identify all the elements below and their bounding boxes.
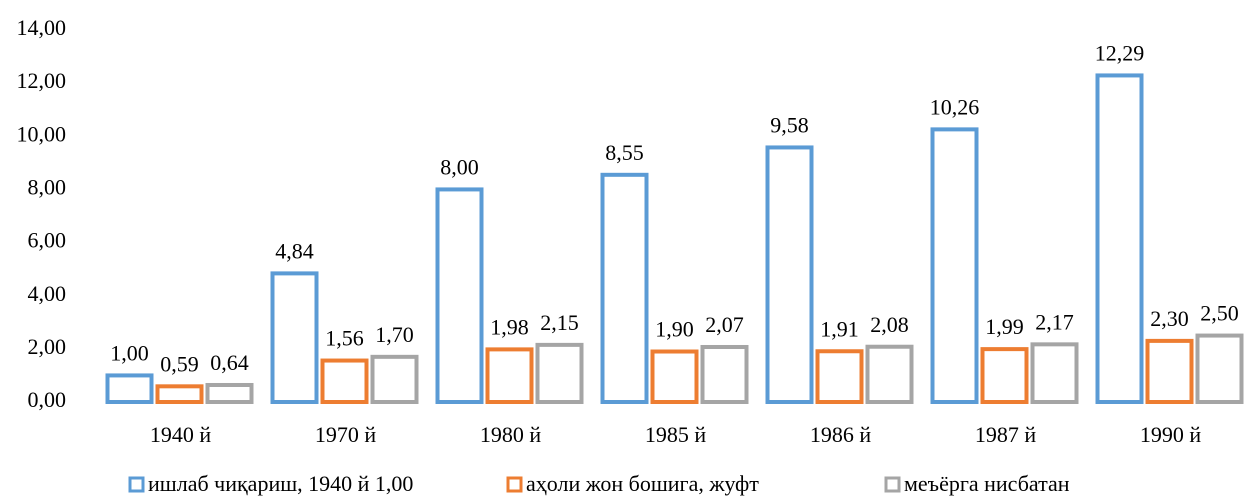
bar [155, 384, 204, 404]
bar [1145, 338, 1194, 404]
bar [435, 187, 484, 404]
data-label: 2,30 [1150, 306, 1189, 331]
legend-label: ишлаб чиқариш, 1940 й 1,00 [148, 471, 413, 496]
bar [930, 127, 979, 404]
y-tick-label: 14,00 [17, 15, 67, 40]
bar [865, 344, 914, 404]
y-tick-label: 12,00 [17, 68, 67, 93]
x-tick-label: 1940 й [150, 422, 212, 447]
x-tick-label: 1990 й [1140, 422, 1202, 447]
data-label: 1,99 [985, 314, 1024, 339]
bar [320, 358, 369, 405]
data-label: 2,15 [540, 310, 579, 335]
x-tick-label: 1987 й [975, 422, 1037, 447]
legend-swatch [506, 476, 523, 493]
data-label: 0,59 [160, 351, 199, 376]
data-label: 1,98 [490, 314, 529, 339]
bar [535, 342, 584, 404]
y-tick-label: 0,00 [28, 387, 67, 412]
bar [650, 349, 699, 404]
bar [980, 347, 1029, 405]
bar [765, 145, 814, 404]
bar [1030, 342, 1079, 404]
y-tick-label: 10,00 [17, 121, 67, 146]
x-tick-label: 1985 й [645, 422, 707, 447]
data-label: 9,58 [770, 112, 809, 137]
data-label: 4,84 [275, 238, 314, 263]
data-label: 0,64 [210, 350, 249, 375]
bar [600, 172, 649, 404]
data-label: 1,00 [110, 340, 149, 365]
data-label: 2,07 [705, 312, 744, 337]
data-label: 1,56 [325, 326, 364, 351]
data-label: 1,91 [820, 316, 859, 341]
bar [815, 349, 864, 404]
y-tick-label: 6,00 [28, 228, 67, 253]
bar [270, 271, 319, 404]
data-label: 10,26 [930, 94, 980, 119]
data-label: 1,90 [655, 317, 694, 342]
y-tick-label: 4,00 [28, 281, 67, 306]
bar [370, 354, 419, 405]
data-label: 2,50 [1200, 301, 1239, 326]
legend-label: меъёрга нисбатан [904, 471, 1070, 496]
bar [205, 382, 254, 405]
x-tick-label: 1970 й [315, 422, 377, 447]
legend-swatch [128, 476, 145, 493]
bar [700, 344, 749, 404]
data-label: 2,08 [870, 312, 909, 337]
y-tick-label: 2,00 [28, 334, 67, 359]
data-label: 12,29 [1095, 40, 1145, 65]
y-tick-label: 8,00 [28, 174, 67, 199]
data-label: 8,55 [605, 140, 644, 165]
bar [1095, 73, 1144, 405]
data-label: 8,00 [440, 154, 479, 179]
x-tick-label: 1980 й [480, 422, 542, 447]
x-tick-label: 1986 й [810, 422, 872, 447]
data-label: 2,17 [1035, 309, 1074, 334]
legend-swatch [884, 476, 901, 493]
bar [485, 347, 534, 405]
bar [1195, 333, 1244, 405]
bar [105, 373, 154, 404]
legend-label: аҳоли жон бошига, жуфт [526, 471, 759, 496]
data-label: 1,70 [375, 322, 414, 347]
